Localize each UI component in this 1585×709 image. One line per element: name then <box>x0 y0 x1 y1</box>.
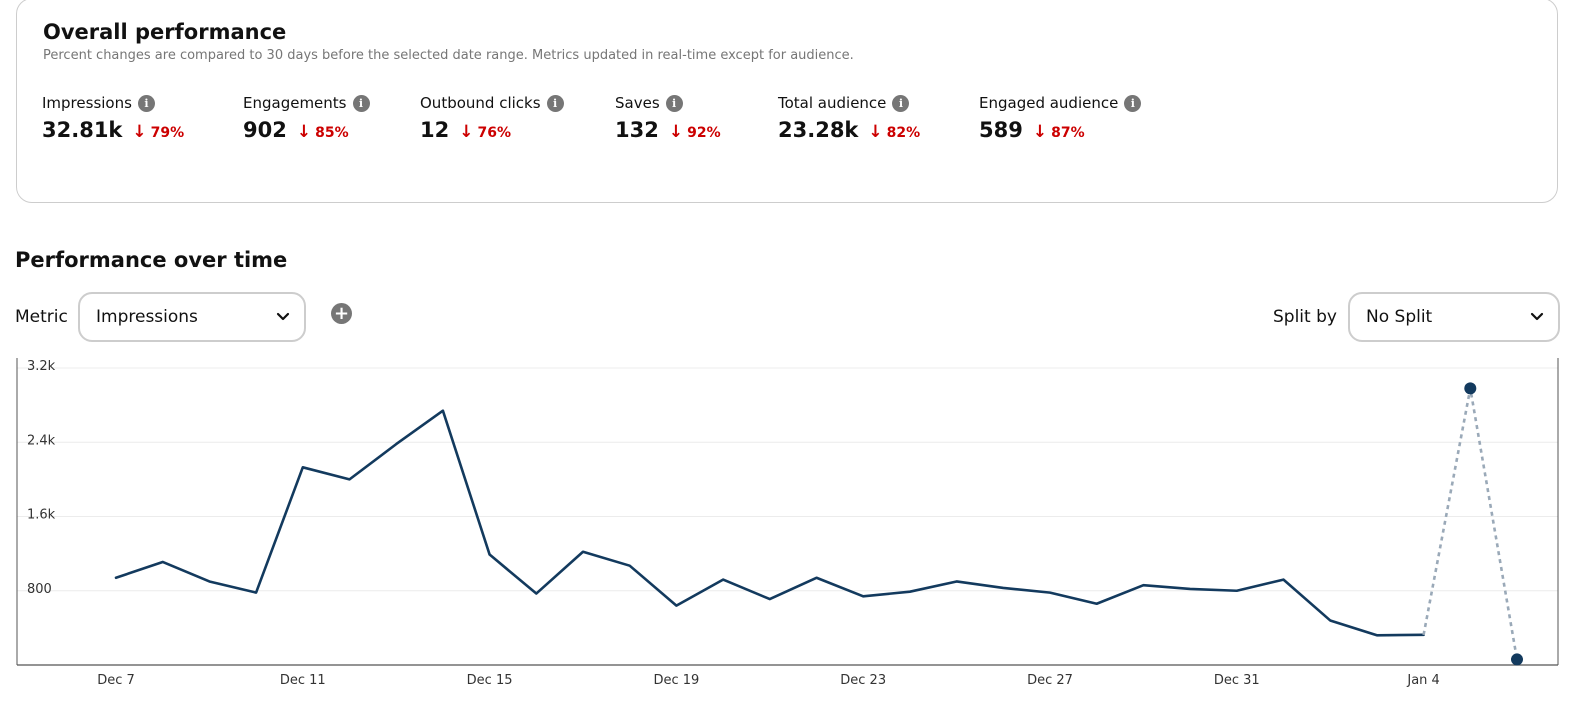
arrow-down-icon: ↓ <box>668 122 684 142</box>
metric-summary-values: 132 ↓ 92% <box>615 118 721 142</box>
info-icon[interactable]: i <box>546 94 564 112</box>
arrow-down-icon: ↓ <box>296 122 312 142</box>
metric-summary: Saves i 132 ↓ 92% <box>615 94 721 142</box>
arrow-down-icon: ↓ <box>868 122 883 142</box>
impressions-line-chart: 800 1.6k 2.4k 3.2k Dec 7 Dec 11 Dec 15 Dec 19 De… <box>16 358 1559 688</box>
performance-over-time-title: Performance over time <box>15 248 288 272</box>
metric-summary-label-text: Impressions <box>42 94 132 112</box>
metric-summary-values: 589 ↓ 87% <box>979 118 1141 142</box>
metric-summary-value: 23.28k <box>778 118 859 142</box>
metric-summary-value: 132 <box>615 118 659 142</box>
metric-summary: Engagements i 902 ↓ 85% <box>243 94 370 142</box>
info-icon[interactable]: i <box>352 94 370 112</box>
metric-select[interactable]: Impressions <box>78 292 306 342</box>
metric-summary-value: 589 <box>979 118 1023 142</box>
metric-summary-change: 76% <box>477 125 511 141</box>
y-tick-label: 2.4k <box>27 433 56 448</box>
info-icon[interactable]: i <box>137 94 155 112</box>
x-tick-label: Dec 31 <box>1214 673 1260 688</box>
metric-summary-change: 79% <box>150 125 185 141</box>
split-by-select-value: No Split <box>1366 307 1433 327</box>
x-tick-label: Jan 4 <box>1406 673 1439 688</box>
info-icon[interactable]: i <box>1124 94 1142 112</box>
arrow-down-icon: ↓ <box>132 122 147 142</box>
x-tick-label: Dec 19 <box>653 673 699 688</box>
metric-select-value: Impressions <box>96 307 198 327</box>
metric-summary-label: Total audience i <box>778 94 920 112</box>
info-icon[interactable]: i <box>665 94 683 112</box>
metric-summary: Outbound clicks i 12 ↓ 76% <box>420 94 564 142</box>
metric-summary-values: 23.28k ↓ 82% <box>778 118 920 142</box>
metric-summary-label: Engagements i <box>243 94 370 112</box>
y-tick-label: 3.2k <box>27 359 56 374</box>
metric-summary: Engaged audience i 589 ↓ 87% <box>979 94 1142 142</box>
metric-summary: Impressions i 32.81k ↓ 79% <box>42 94 184 142</box>
metric-summary-values: 902 ↓ 85% <box>243 118 370 142</box>
x-tick-label: Dec 7 <box>97 673 135 688</box>
overall-performance-subtitle: Percent changes are compared to 30 days … <box>43 48 854 63</box>
arrow-down-icon: ↓ <box>1032 122 1048 142</box>
metric-summary-label: Impressions i <box>42 94 184 112</box>
metric-summary-label: Outbound clicks i <box>420 94 564 112</box>
metric-summary-value: 32.81k <box>42 118 123 142</box>
metric-summary-values: 12 ↓ 76% <box>420 118 564 142</box>
y-tick-label: 800 <box>27 582 52 597</box>
split-by-label: Split by <box>1273 307 1337 327</box>
metric-label: Metric <box>15 307 68 327</box>
x-tick-label: Dec 27 <box>1027 673 1073 688</box>
metric-summary-value: 902 <box>243 118 287 142</box>
x-tick-label: Dec 23 <box>840 673 886 688</box>
metric-summary-label-text: Engaged audience <box>979 94 1119 112</box>
metric-summary: Total audience i 23.28k ↓ 82% <box>778 94 920 142</box>
metric-summary-value: 12 <box>420 118 450 142</box>
metric-summary-change: 82% <box>886 125 921 141</box>
series-line-provisional <box>1422 387 1519 660</box>
chevron-down-icon <box>1530 312 1544 321</box>
split-by-select[interactable]: No Split <box>1348 292 1560 342</box>
x-tick-label: Dec 15 <box>467 673 513 688</box>
data-point <box>1511 653 1523 666</box>
y-tick-label: 1.6k <box>27 508 56 523</box>
metric-summary-change: 85% <box>315 125 349 141</box>
metric-summary-label-text: Saves <box>615 94 660 112</box>
metric-summary-label: Engaged audience i <box>979 94 1142 112</box>
metric-summary-label-text: Outbound clicks <box>420 94 541 112</box>
metric-summary-change: 92% <box>687 125 721 141</box>
overall-performance-card: Overall performance Percent changes are … <box>16 0 1558 203</box>
overall-performance-title: Overall performance <box>43 20 287 44</box>
data-point <box>1464 382 1477 395</box>
metric-summary-values: 32.81k ↓ 79% <box>42 118 184 142</box>
arrow-down-icon: ↓ <box>459 122 474 142</box>
metric-summary-label: Saves i <box>615 94 721 112</box>
metric-summary-label-text: Total audience <box>778 94 887 112</box>
x-tick-label: Dec 11 <box>280 673 326 688</box>
chevron-down-icon <box>276 312 290 321</box>
series-line <box>114 409 1425 637</box>
plus-circle-icon[interactable]: + <box>331 303 352 324</box>
info-icon[interactable]: i <box>892 94 910 112</box>
metric-summary-label-text: Engagements <box>243 94 347 112</box>
metric-summary-change: 87% <box>1051 125 1085 141</box>
